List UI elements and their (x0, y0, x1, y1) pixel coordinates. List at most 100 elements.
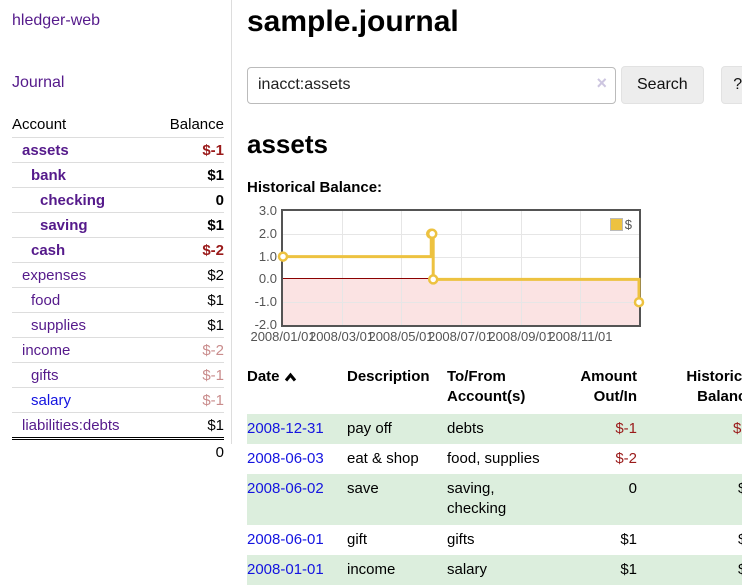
account-balance: $1 (153, 313, 224, 338)
x-axis-tick-label: 2008/07/01 (428, 329, 493, 344)
transaction-description: income (347, 555, 447, 585)
transaction-balance: $2 (647, 474, 742, 525)
account-row: supplies $1 (12, 313, 224, 338)
account-link[interactable]: cash (31, 242, 65, 259)
account-balance: $2 (153, 263, 224, 288)
account-row: assets $-1 (12, 138, 224, 163)
register-header-date[interactable]: Date (247, 367, 347, 414)
account-link[interactable]: assets (22, 142, 69, 159)
y-axis-tick-label: -2.0 (243, 317, 277, 332)
account-row: expenses $2 (12, 263, 224, 288)
account-balance: $1 (153, 213, 224, 238)
account-balance: $-1 (153, 363, 224, 388)
chart-legend: $ (608, 216, 634, 233)
transaction-amount: $-2 (559, 444, 647, 474)
account-link[interactable]: bank (31, 167, 66, 184)
accounts-total-row: 0 (12, 439, 224, 465)
accounts-total-value: 0 (153, 439, 224, 465)
account-link[interactable]: salary (31, 392, 71, 409)
transaction-balance: $2 (647, 525, 742, 555)
register-header-balance: Historical Balance (647, 367, 742, 414)
x-axis-tick-label: 2008/03/01 (309, 329, 374, 344)
transaction-date-link[interactable]: 2008-06-02 (247, 480, 324, 497)
account-row: income $-2 (12, 338, 224, 363)
transaction-amount: $-1 (559, 414, 647, 444)
transaction-description: eat & shop (347, 444, 447, 474)
y-axis-tick-label: 0.0 (243, 271, 277, 286)
account-link[interactable]: expenses (22, 267, 86, 284)
account-link[interactable]: income (22, 342, 70, 359)
transaction-amount: $1 (559, 525, 647, 555)
account-link[interactable]: saving (40, 217, 88, 234)
transaction-balance: 0 (647, 444, 742, 474)
transaction-row: 2008-06-02 save saving, checking 0 $2 (247, 474, 742, 525)
search-input[interactable] (247, 67, 616, 104)
data-point-marker (428, 230, 436, 238)
account-link[interactable]: liabilities:debts (22, 417, 120, 434)
register-header-accounts: To/From Account(s) (447, 367, 559, 414)
transaction-balance: $-1 (647, 414, 742, 444)
account-balance: $-1 (153, 388, 224, 413)
transaction-description: gift (347, 525, 447, 555)
data-point-marker (635, 298, 643, 306)
register-header-amount: Amount Out/In (559, 367, 647, 414)
account-row: saving $1 (12, 213, 224, 238)
transaction-accounts: debts (447, 414, 559, 444)
x-axis-tick-label: 2008/05/01 (368, 329, 433, 344)
accounts-balance-table: Account Balance assets $-1 bank $1 check… (12, 112, 224, 464)
register-table: Date Description To/From Account(s) Amou… (247, 367, 742, 585)
y-axis-tick-label: 2.0 (243, 226, 277, 241)
account-link[interactable]: food (31, 292, 60, 309)
y-axis-tick-label: 3.0 (243, 203, 277, 218)
clear-search-icon[interactable]: × (596, 73, 607, 94)
data-point-marker (279, 253, 287, 261)
accounts-list: assets $-1 bank $1 checking 0 saving $1 (12, 138, 224, 465)
register-header-description: Description (347, 367, 447, 414)
search-button[interactable]: Search (621, 66, 704, 104)
transaction-date-link[interactable]: 2008-01-01 (247, 561, 324, 578)
balance-column-header: Balance (153, 112, 224, 138)
y-axis-tick-label: -1.0 (243, 294, 277, 309)
nav-journal-link[interactable]: Journal (12, 74, 224, 92)
register-rows: 2008-12-31 pay off debts $-1 $-1 2008-06… (247, 414, 742, 585)
legend-swatch-icon (610, 218, 623, 231)
account-row: cash $-2 (12, 238, 224, 263)
transaction-accounts: saving, checking (447, 474, 559, 525)
account-link[interactable]: supplies (31, 317, 86, 334)
transaction-row: 2008-12-31 pay off debts $-1 $-1 (247, 414, 742, 444)
account-heading: assets (247, 129, 742, 160)
transaction-accounts: food, supplies (447, 444, 559, 474)
account-link[interactable]: checking (40, 192, 105, 209)
transaction-date-link[interactable]: 2008-06-01 (247, 531, 324, 548)
account-balance: $-1 (153, 138, 224, 163)
transaction-description: pay off (347, 414, 447, 444)
account-balance: $1 (153, 413, 224, 439)
transaction-amount: 0 (559, 474, 647, 525)
main-content: sample.journal × Search ? assets Histori… (232, 0, 742, 582)
account-row: food $1 (12, 288, 224, 313)
balance-series-line (283, 211, 639, 325)
account-row: gifts $-1 (12, 363, 224, 388)
transaction-accounts: gifts (447, 525, 559, 555)
y-axis-tick-label: 1.0 (243, 249, 277, 264)
transaction-row: 2008-06-01 gift gifts $1 $2 (247, 525, 742, 555)
account-row: liabilities:debts $1 (12, 413, 224, 439)
transaction-balance: $1 (647, 555, 742, 585)
account-row: checking 0 (12, 188, 224, 213)
sidebar: hledger-web Journal Account Balance asse… (0, 0, 232, 444)
accounts-column-header: Account (12, 112, 153, 138)
help-button[interactable]: ? (721, 66, 742, 104)
transaction-accounts: salary (447, 555, 559, 585)
search-form: × Search ? (247, 66, 742, 104)
account-balance: $1 (153, 163, 224, 188)
app-brand-link[interactable]: hledger-web (12, 12, 224, 30)
transaction-date-link[interactable]: 2008-06-03 (247, 450, 324, 467)
account-balance: $1 (153, 288, 224, 313)
transaction-date-link[interactable]: 2008-12-31 (247, 420, 324, 437)
page-title: sample.journal (247, 5, 742, 39)
data-point-marker (429, 275, 437, 283)
account-link[interactable]: gifts (31, 367, 59, 384)
account-balance: 0 (153, 188, 224, 213)
